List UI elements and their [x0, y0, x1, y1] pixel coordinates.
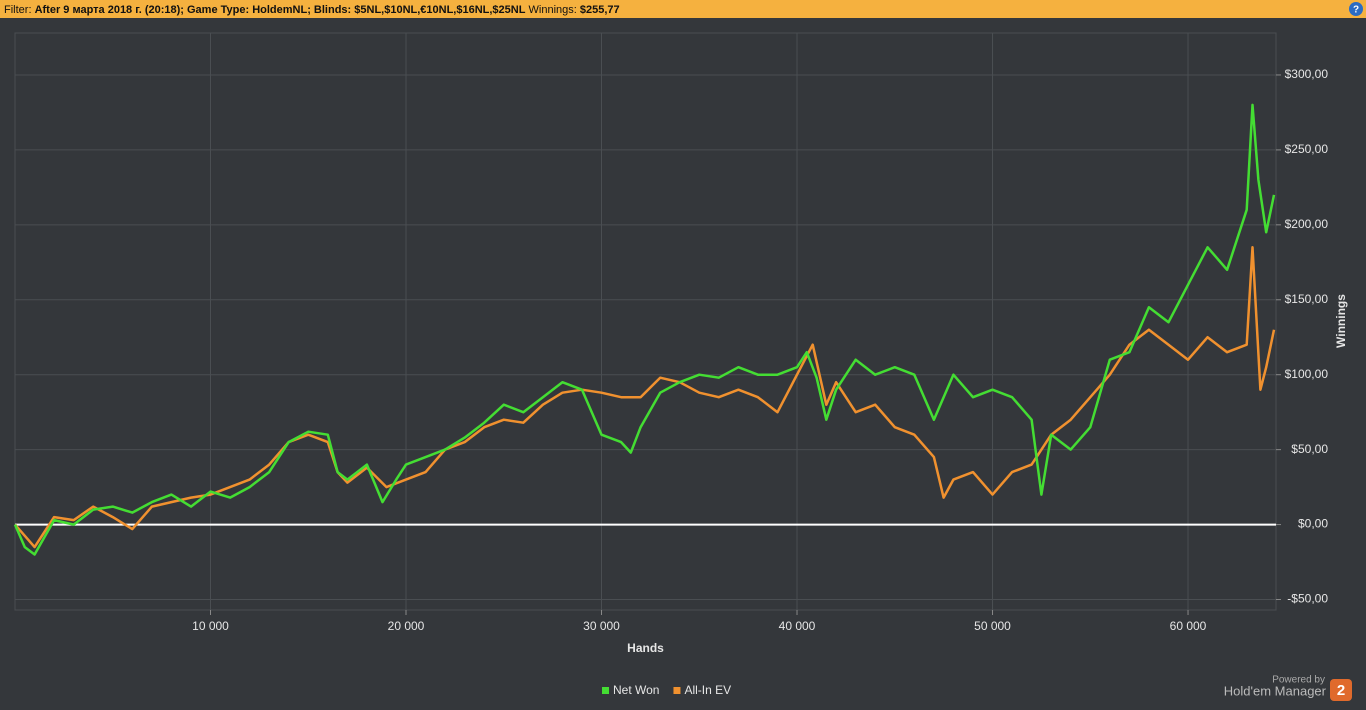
- x-tick-label: 40 000: [779, 619, 816, 633]
- filter-label: Filter:: [4, 4, 32, 16]
- powered-by: Powered by: [1272, 675, 1325, 686]
- y-tick-label: $250,00: [1285, 142, 1329, 156]
- x-tick-label: 10 000: [192, 619, 229, 633]
- product-name: Hold'em Manager: [1224, 683, 1327, 698]
- legend-swatch: [602, 687, 609, 694]
- y-tick-label: $200,00: [1285, 217, 1329, 231]
- x-axis-title: Hands: [627, 641, 664, 655]
- legend: Net Won All-In EV: [602, 683, 731, 697]
- winnings-label: Winnings:: [529, 4, 577, 16]
- legend-label: All-In EV: [684, 683, 731, 697]
- filter-text: Filter: After 9 марта 2018 г. (20:18); G…: [4, 4, 620, 16]
- legend-label: Net Won: [613, 683, 659, 697]
- y-tick-label: -$50,00: [1287, 592, 1328, 606]
- x-tick-label: 60 000: [1170, 619, 1207, 633]
- y-tick-label: $150,00: [1285, 292, 1329, 306]
- y-tick-label: $300,00: [1285, 67, 1329, 81]
- x-tick-label: 50 000: [974, 619, 1011, 633]
- filter-value: After 9 марта 2018 г. (20:18); Game Type…: [35, 4, 526, 16]
- help-icon[interactable]: ?: [1353, 5, 1359, 16]
- y-tick-label: $50,00: [1291, 442, 1328, 456]
- winnings-value: $255,77: [580, 4, 620, 16]
- x-tick-label: 20 000: [388, 619, 425, 633]
- y-tick-label: $0,00: [1298, 517, 1328, 531]
- filter-bar: [0, 0, 1366, 18]
- y-axis-title: Winnings: [1334, 294, 1348, 348]
- legend-swatch: [673, 687, 681, 694]
- plot-frame: [14, 32, 1277, 611]
- series-line: [13, 103, 1276, 556]
- x-tick-label: 30 000: [583, 619, 620, 633]
- logo: [1330, 679, 1352, 701]
- help-button[interactable]: [1349, 2, 1363, 16]
- logo-text: 2: [1337, 682, 1345, 699]
- y-tick-label: $100,00: [1285, 367, 1329, 381]
- series-line: [14, 246, 1276, 549]
